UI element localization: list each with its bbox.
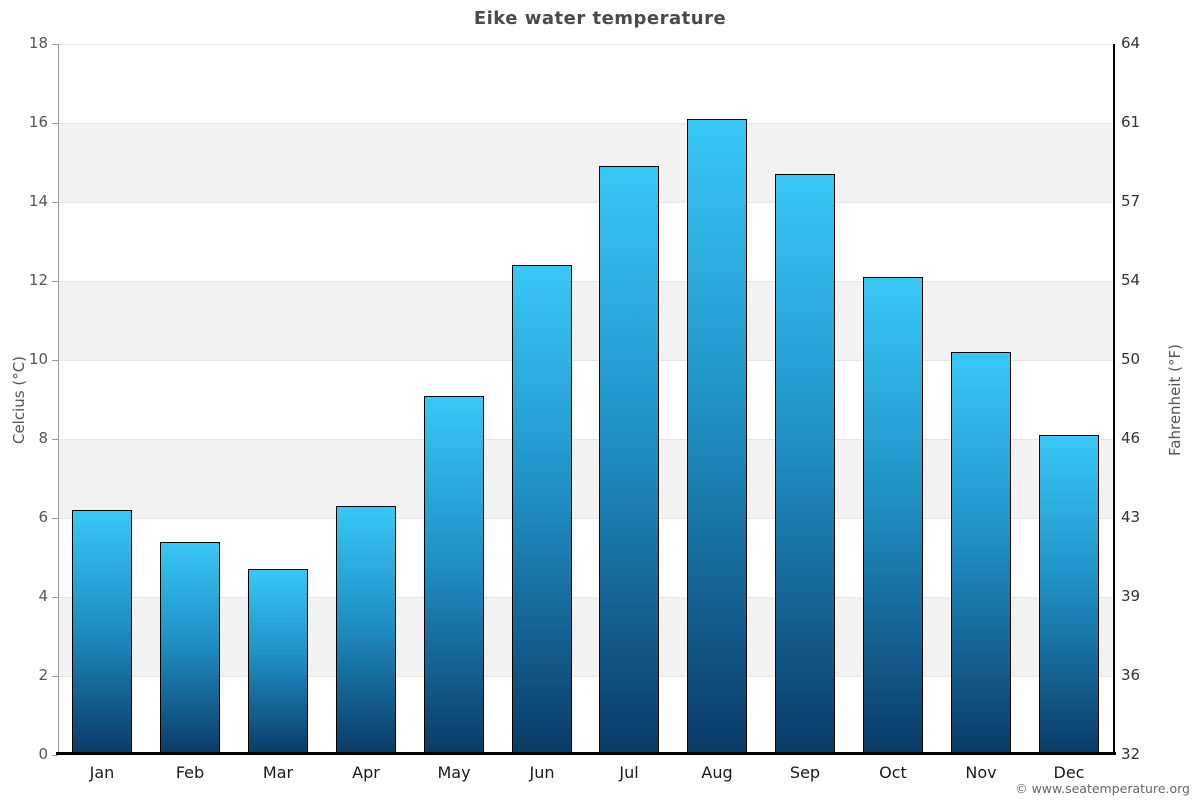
y-axis-tick-6 (52, 518, 58, 519)
plot-band-2-4 (58, 597, 1113, 676)
gridline-18 (58, 44, 1113, 45)
plot-band-8-10 (58, 360, 1113, 439)
y-axis-tick-0 (52, 755, 58, 756)
gridline-6 (58, 518, 1113, 519)
bar-nov[interactable] (951, 352, 1011, 755)
y-axis-label-fahrenheit-54: 54 (1121, 271, 1141, 289)
plot-band-14-16 (58, 123, 1113, 202)
y-axis-title-celsius-text: Celcius (°C) (10, 355, 28, 444)
bar-feb[interactable] (160, 542, 220, 755)
x-axis-label-mar: Mar (262, 763, 294, 782)
bar-jul[interactable] (599, 166, 659, 755)
plot-band-6-8 (58, 439, 1113, 518)
y-axis-tick-10 (52, 360, 58, 361)
bar-oct[interactable] (863, 277, 923, 755)
plot-band-12-14 (58, 202, 1113, 281)
y-axis-tick-12 (52, 281, 58, 282)
y-axis-title-fahrenheit: Fahrenheit (°F) (1160, 44, 1190, 755)
y-axis-label-fahrenheit-50: 50 (1121, 350, 1141, 368)
x-axis-label-oct: Oct (879, 763, 907, 782)
y-axis-label-celsius-6: 6 (38, 508, 48, 526)
chart-title: Eike water temperature (473, 8, 727, 29)
gridline-4 (58, 597, 1113, 598)
y-axis-tick-8 (52, 439, 58, 440)
gridline-14 (58, 202, 1113, 203)
y-axis-title-fahrenheit-text: Fahrenheit (°F) (1166, 343, 1185, 456)
y-axis-label-celsius-14: 14 (28, 192, 48, 210)
x-axis-label-jul: Jul (619, 763, 639, 782)
gridline-2 (58, 676, 1113, 677)
y-axis-label-celsius-10: 10 (28, 350, 48, 368)
y-axis-line-right (1113, 44, 1115, 755)
x-axis-label-dec: Dec (1053, 763, 1085, 782)
y-axis-tick-16 (52, 123, 58, 124)
bar-apr[interactable] (336, 506, 396, 755)
y-axis-tick-18 (52, 44, 58, 45)
gridline-16 (58, 123, 1113, 124)
y-axis-tick-2 (52, 676, 58, 677)
y-axis-label-celsius-2: 2 (38, 666, 48, 684)
bar-mar[interactable] (248, 569, 308, 755)
x-axis-label-nov: Nov (965, 763, 997, 782)
y-axis-label-celsius-12: 12 (28, 271, 48, 289)
gridline-8 (58, 439, 1113, 440)
bar-sep[interactable] (775, 174, 835, 755)
y-axis-label-celsius-0: 0 (38, 745, 48, 763)
y-axis-label-fahrenheit-57: 57 (1121, 192, 1141, 210)
plot-band-10-12 (58, 281, 1113, 360)
x-axis-label-jun: Jun (529, 763, 555, 782)
y-axis-label-fahrenheit-43: 43 (1121, 508, 1141, 526)
y-axis-label-fahrenheit-39: 39 (1121, 587, 1141, 605)
plot-area (58, 44, 1113, 755)
x-axis-label-feb: Feb (175, 763, 205, 782)
y-axis-label-celsius-4: 4 (38, 587, 48, 605)
plot-band-0-2 (58, 676, 1113, 755)
bar-dec[interactable] (1039, 435, 1099, 755)
x-axis-label-apr: Apr (352, 763, 380, 782)
x-axis-label-aug: Aug (701, 763, 733, 782)
y-axis-label-fahrenheit-61: 61 (1121, 113, 1141, 131)
bar-may[interactable] (424, 396, 484, 755)
gridline-10 (58, 360, 1113, 361)
gridline-12 (58, 281, 1113, 282)
y-axis-label-fahrenheit-36: 36 (1121, 666, 1141, 684)
y-axis-title-celsius: Celcius (°C) (4, 44, 34, 755)
y-axis-label-celsius-8: 8 (38, 429, 48, 447)
y-axis-line-left (58, 44, 59, 755)
y-axis-label-celsius-18: 18 (28, 34, 48, 52)
x-axis-label-jan: Jan (89, 763, 115, 782)
bar-aug[interactable] (687, 119, 747, 755)
y-axis-label-fahrenheit-46: 46 (1121, 429, 1141, 447)
x-axis-label-may: May (437, 763, 471, 782)
bar-jan[interactable] (72, 510, 132, 755)
y-axis-tick-14 (52, 202, 58, 203)
y-axis-label-celsius-16: 16 (28, 113, 48, 131)
y-axis-label-fahrenheit-64: 64 (1121, 34, 1141, 52)
x-axis-label-sep: Sep (789, 763, 821, 782)
source-attribution: © www.seatemperature.org (1015, 781, 1190, 796)
x-axis-line (56, 752, 1116, 755)
y-axis-tick-4 (52, 597, 58, 598)
bar-jun[interactable] (512, 265, 572, 755)
plot-band-4-6 (58, 518, 1113, 597)
plot-band-16-18 (58, 44, 1113, 123)
y-axis-label-fahrenheit-32: 32 (1121, 745, 1141, 763)
